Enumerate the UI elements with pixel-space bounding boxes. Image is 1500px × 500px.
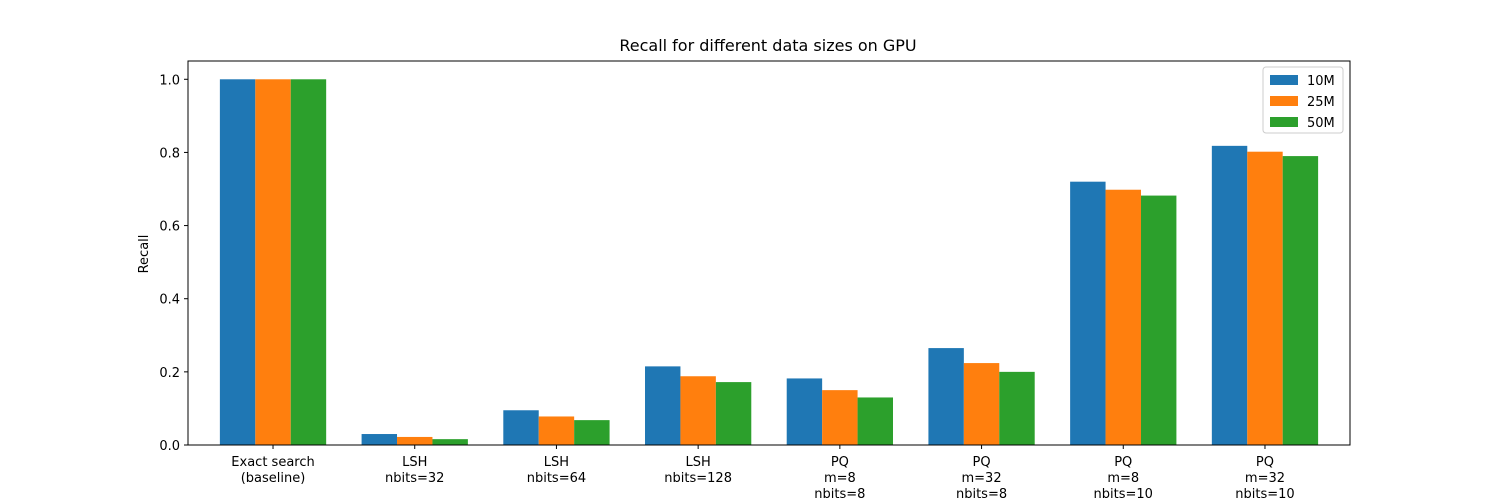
plot-area: 0.0 0.2 0.4 0.6 0.8 1.0 Exact search (baseline)… [159, 60, 1351, 500]
bar-25m-3 [680, 376, 716, 445]
bar-10m-6 [1070, 181, 1106, 445]
bar-25m-7 [1247, 151, 1283, 445]
bar-10m-5 [928, 348, 964, 445]
bar-10m-0 [219, 79, 256, 445]
x-tick-label: LSH nbits=128 [664, 455, 732, 486]
x-tick-label: PQ m=32 nbits=10 [1235, 455, 1294, 500]
legend-swatch-25m [1270, 96, 1298, 106]
bar-10m-2 [503, 410, 539, 445]
bar-10m-1 [361, 434, 398, 445]
bar-25m-5 [963, 363, 1000, 445]
bar-50m-7 [1282, 156, 1319, 445]
bar-50m-2 [574, 420, 610, 445]
plot-frame [187, 60, 1351, 446]
chart-title: Recall for different data sizes on GPU [619, 36, 916, 55]
legend-label-25m: 25M [1307, 95, 1335, 110]
bar-25m-0 [255, 79, 291, 445]
y-tick-label: 0.2 [159, 366, 180, 381]
x-tick-label: LSH nbits=32 [385, 455, 444, 486]
bar-50m-0 [290, 79, 327, 445]
y-tick-label: 0.8 [159, 146, 180, 161]
bar-50m-3 [715, 382, 752, 445]
x-tick-label: PQ m=8 nbits=8 [814, 455, 865, 500]
y-tick-label: 0.0 [159, 439, 180, 454]
bar-50m-4 [857, 397, 893, 445]
y-tick-label: 0.4 [159, 293, 180, 308]
bar-25m-1 [397, 436, 433, 445]
bar-10m-7 [1211, 145, 1248, 445]
legend-swatch-50m [1270, 117, 1298, 127]
x-tick-label: LSH nbits=64 [527, 455, 586, 486]
bar-10m-4 [786, 378, 823, 445]
x-tick-label: Exact search (baseline) [231, 455, 314, 486]
bar-50m-6 [1140, 195, 1177, 445]
y-tick-label: 1.0 [159, 73, 180, 88]
legend-label-50m: 50M [1307, 116, 1335, 131]
bar-25m-6 [1105, 189, 1141, 445]
bar-10m-3 [645, 366, 681, 445]
y-axis-label: Recall [137, 235, 152, 274]
bar-25m-4 [822, 390, 858, 445]
legend-swatch-10m [1270, 75, 1298, 85]
x-tick-label: PQ m=32 nbits=8 [956, 455, 1007, 500]
bar-50m-1 [432, 439, 468, 445]
legend-label-10m: 10M [1307, 74, 1335, 89]
bar-50m-5 [999, 371, 1035, 445]
y-tick-label: 0.6 [159, 220, 180, 235]
x-tick-label: PQ m=8 nbits=10 [1094, 455, 1153, 500]
bar-25m-2 [538, 416, 575, 445]
